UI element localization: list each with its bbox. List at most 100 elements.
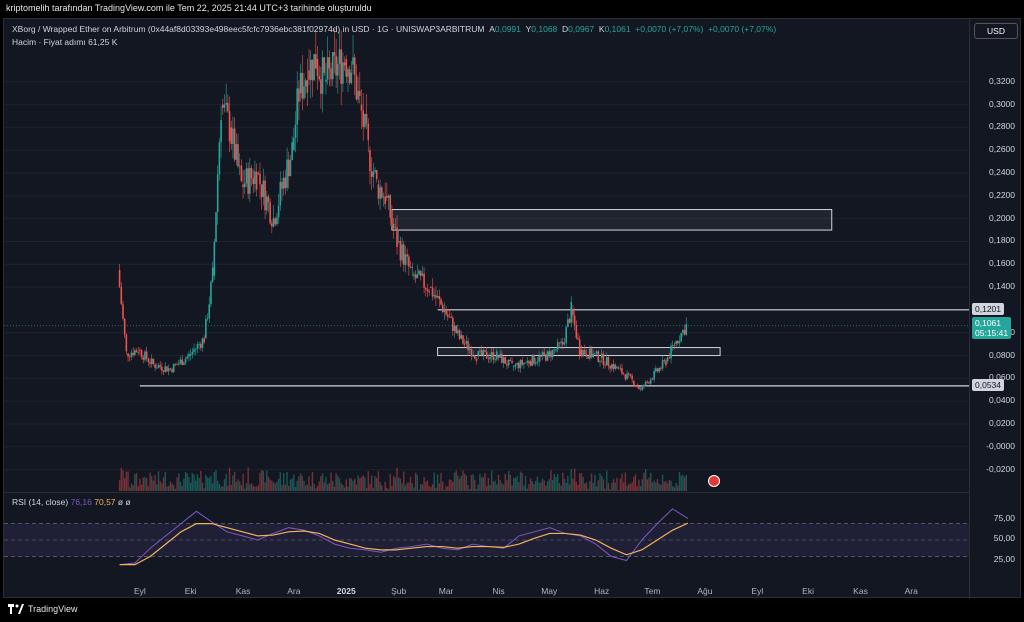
time-axis[interactable]: Eyl Eki Kas Ara 2025 Şub Mar Nis May Haz Tem Ağu Eyl…: [4, 585, 969, 599]
volume-bar: [286, 471, 288, 491]
candle-body: [485, 351, 488, 359]
candle-body: [308, 70, 310, 80]
volume-bar: [267, 476, 270, 491]
candle-body: [135, 350, 138, 353]
candle-body: [350, 72, 353, 84]
rsi-pane[interactable]: RSI (14, close) 76,16 70,57 ø ø: [4, 492, 969, 598]
volume-bar: [169, 481, 172, 491]
candle-body: [375, 170, 378, 180]
candle-body: [199, 344, 202, 348]
volume-bar: [463, 474, 466, 491]
candle-body: [380, 187, 383, 198]
volume-bar: [183, 478, 185, 491]
volume-bar: [152, 480, 155, 491]
candle-body: [215, 212, 217, 242]
volume-bar: [184, 472, 187, 491]
candle-body: [123, 318, 126, 335]
candle-body: [359, 90, 361, 96]
volume-legend: Hacim · Fiyat adımı 61,25 K: [12, 37, 117, 47]
candle-body: [683, 329, 686, 335]
volume-bar: [374, 475, 376, 491]
candle-body: [589, 348, 591, 359]
volume-bar: [457, 475, 459, 491]
volume-bar: [545, 485, 547, 491]
volume-bar: [616, 477, 618, 491]
volume-bar: [413, 487, 415, 491]
volume-bar: [543, 480, 545, 491]
candle-body: [262, 180, 265, 198]
volume-bar: [279, 472, 281, 491]
volume-bar: [230, 484, 232, 491]
volume-bar: [130, 483, 133, 491]
currency-button[interactable]: USD: [974, 23, 1018, 39]
volume-bar: [639, 486, 642, 491]
footer-brand: TradingView: [8, 604, 78, 614]
volume-bar: [154, 475, 156, 491]
volume-bar: [589, 480, 591, 491]
candle-body: [118, 270, 121, 287]
volume-bar: [189, 482, 192, 491]
candle-body: [348, 69, 351, 84]
candle-body: [409, 266, 412, 268]
volume-bar: [470, 474, 473, 491]
price-tick-label: 0,2600: [989, 144, 1015, 155]
volume-bar: [288, 486, 290, 491]
candle-body: [265, 196, 268, 211]
price-pane[interactable]: XBorg / Wrapped Ether on Arbitrum (0x44a…: [4, 19, 969, 491]
price-tick-label: 0,0400: [989, 395, 1015, 406]
volume-bar: [250, 483, 253, 491]
volume-bar: [683, 477, 686, 491]
candle-body: [633, 380, 635, 386]
candle-body: [230, 127, 233, 144]
volume-bar: [499, 480, 501, 491]
candle-body: [291, 142, 293, 161]
volume-bar: [585, 482, 588, 491]
candle-body: [452, 317, 454, 332]
volume-bar: [670, 480, 672, 491]
volume-bar: [516, 475, 518, 491]
volume-bar: [129, 487, 131, 491]
volume-bar: [548, 479, 550, 491]
volume-bar: [599, 473, 601, 491]
candle-body: [595, 351, 598, 354]
candle-body: [228, 111, 231, 142]
candle-body: [658, 368, 661, 372]
event-flag-icon[interactable]: [708, 475, 720, 487]
candle-body: [465, 341, 468, 344]
volume-bar: [254, 486, 256, 491]
volume-bar: [467, 485, 469, 491]
volume-bar: [350, 478, 353, 491]
candle-body: [665, 360, 667, 366]
candle-body: [374, 170, 376, 172]
chart-frame[interactable]: XBorg / Wrapped Ether on Arbitrum (0x44a…: [3, 18, 1021, 599]
candle-body: [428, 290, 430, 293]
candle-body: [626, 373, 628, 380]
volume-bar: [166, 486, 168, 491]
price-tick-label: -0,0000: [986, 440, 1015, 451]
volume-bar: [660, 484, 662, 491]
candle-body: [276, 217, 278, 225]
rsi-symbol-1: ø: [117, 497, 124, 507]
volume-bar: [469, 489, 471, 491]
price-chart-svg[interactable]: [4, 19, 969, 491]
price-axis[interactable]: USD 0,3200 0,3000 0,2800 0,2600 0,2400 0,2200…: [969, 19, 1021, 599]
candle-body: [181, 359, 183, 365]
candle-body: [426, 289, 429, 291]
volume-bar: [181, 485, 183, 491]
candle-body: [634, 385, 637, 387]
volume-bar: [171, 483, 173, 491]
volume-bar: [193, 474, 195, 491]
volume-bar: [127, 471, 129, 491]
candle-body: [675, 340, 677, 345]
rsi-chart-svg[interactable]: [4, 493, 969, 586]
candle-body: [445, 309, 447, 315]
candle-body: [218, 142, 221, 175]
price-tick-label: 0,0800: [989, 349, 1015, 360]
volume-bar: [227, 485, 229, 491]
volume-bar: [294, 486, 297, 491]
volume-bar: [156, 484, 158, 491]
volume-bar: [391, 485, 393, 491]
candle-body: [387, 195, 390, 198]
candle-body: [254, 171, 256, 184]
candle-body: [502, 357, 505, 363]
